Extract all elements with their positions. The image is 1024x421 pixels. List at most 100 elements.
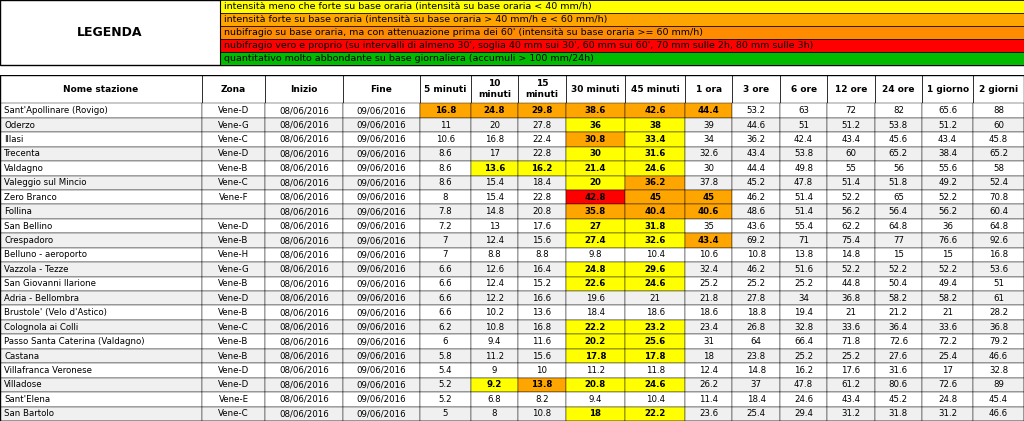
- Text: 55.6: 55.6: [938, 164, 957, 173]
- Text: 33.6: 33.6: [842, 322, 860, 332]
- Bar: [471, 349, 518, 363]
- Bar: [342, 248, 420, 262]
- Bar: [565, 320, 626, 334]
- Bar: [342, 75, 420, 104]
- Text: 77: 77: [893, 236, 904, 245]
- Text: 20.2: 20.2: [585, 337, 606, 346]
- Text: 24.6: 24.6: [644, 381, 666, 389]
- Bar: [518, 334, 565, 349]
- Bar: [923, 248, 973, 262]
- Text: 25.4: 25.4: [938, 352, 957, 360]
- Bar: [923, 392, 973, 407]
- Text: 46.2: 46.2: [746, 193, 766, 202]
- Bar: [518, 349, 565, 363]
- Bar: [265, 118, 342, 132]
- Text: 12.4: 12.4: [485, 280, 504, 288]
- Bar: [923, 132, 973, 147]
- Text: 60: 60: [993, 120, 1004, 130]
- Bar: [973, 306, 1024, 320]
- Text: 34: 34: [703, 135, 714, 144]
- Text: 56.2: 56.2: [842, 207, 860, 216]
- Text: 36.8: 36.8: [989, 322, 1008, 332]
- Bar: [0, 147, 202, 161]
- Text: 20: 20: [488, 120, 500, 130]
- Bar: [342, 262, 420, 277]
- Text: 56.4: 56.4: [889, 207, 908, 216]
- Text: Zona: Zona: [221, 85, 246, 94]
- Text: 30 minuti: 30 minuti: [571, 85, 620, 94]
- Bar: [565, 378, 626, 392]
- Text: Belluno - aeroporto: Belluno - aeroporto: [4, 250, 87, 259]
- Text: 5 minuti: 5 minuti: [424, 85, 467, 94]
- Text: 72: 72: [846, 106, 856, 115]
- Text: Brustole' (Velo d'Astico): Brustole' (Velo d'Astico): [4, 308, 106, 317]
- Text: 80.6: 80.6: [889, 381, 908, 389]
- Bar: [827, 407, 874, 421]
- Text: 15: 15: [942, 250, 953, 259]
- Bar: [202, 104, 265, 118]
- Text: 33.4: 33.4: [644, 135, 666, 144]
- Text: 37.8: 37.8: [699, 178, 718, 187]
- Text: 52.2: 52.2: [842, 265, 860, 274]
- Text: 08/06/2016: 08/06/2016: [279, 280, 329, 288]
- Bar: [973, 205, 1024, 219]
- Bar: [685, 205, 732, 219]
- Bar: [780, 306, 827, 320]
- Text: 12 ore: 12 ore: [835, 85, 867, 94]
- Bar: [420, 363, 471, 378]
- Bar: [0, 132, 202, 147]
- Text: Fine: Fine: [371, 85, 392, 94]
- Text: 7.8: 7.8: [438, 207, 452, 216]
- Text: 45: 45: [702, 193, 715, 202]
- Bar: [923, 320, 973, 334]
- Text: Vene-C: Vene-C: [218, 135, 249, 144]
- Bar: [265, 104, 342, 118]
- Text: 15.4: 15.4: [485, 178, 504, 187]
- Bar: [923, 291, 973, 306]
- Bar: [874, 306, 923, 320]
- Text: Zero Branco: Zero Branco: [4, 193, 57, 202]
- Text: 26.8: 26.8: [746, 322, 766, 332]
- Bar: [685, 132, 732, 147]
- Bar: [732, 248, 780, 262]
- Bar: [0, 349, 202, 363]
- Text: quantitativo molto abbondante su base giornaliera (accumuli > 100 mm/24h): quantitativo molto abbondante su base gi…: [224, 54, 594, 63]
- Text: 71.8: 71.8: [842, 337, 860, 346]
- Text: 10.8: 10.8: [485, 322, 504, 332]
- Bar: [973, 378, 1024, 392]
- Text: 10
minuti: 10 minuti: [478, 80, 511, 99]
- Text: 17: 17: [488, 149, 500, 158]
- Bar: [827, 363, 874, 378]
- Text: 09/06/2016: 09/06/2016: [356, 265, 406, 274]
- Bar: [874, 118, 923, 132]
- Bar: [973, 118, 1024, 132]
- Bar: [342, 378, 420, 392]
- Bar: [0, 291, 202, 306]
- Text: 09/06/2016: 09/06/2016: [356, 322, 406, 332]
- Text: Vene-D: Vene-D: [218, 149, 249, 158]
- Bar: [923, 378, 973, 392]
- Bar: [732, 176, 780, 190]
- Bar: [626, 176, 685, 190]
- Text: 9: 9: [492, 366, 497, 375]
- Bar: [780, 248, 827, 262]
- Text: 51: 51: [993, 280, 1004, 288]
- Bar: [874, 219, 923, 233]
- Bar: [780, 363, 827, 378]
- Bar: [420, 132, 471, 147]
- Text: 31.6: 31.6: [889, 366, 908, 375]
- Bar: [565, 132, 626, 147]
- Bar: [518, 363, 565, 378]
- Text: 5.2: 5.2: [438, 381, 452, 389]
- Bar: [518, 205, 565, 219]
- Bar: [202, 248, 265, 262]
- Bar: [0, 378, 202, 392]
- Text: 27.8: 27.8: [746, 294, 766, 303]
- Text: 7: 7: [442, 236, 449, 245]
- Bar: [780, 334, 827, 349]
- Bar: [874, 378, 923, 392]
- Text: 18.6: 18.6: [699, 308, 718, 317]
- Bar: [565, 161, 626, 176]
- Bar: [923, 334, 973, 349]
- Bar: [874, 75, 923, 104]
